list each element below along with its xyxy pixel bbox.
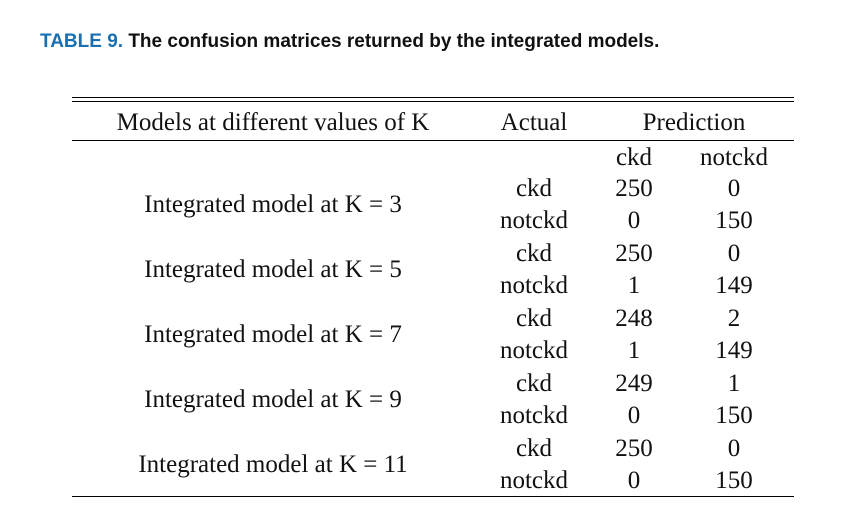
top-rule-1 — [72, 97, 794, 98]
table-caption-text: The confusion matrices returned by the i… — [128, 31, 660, 52]
predicted-notckd-value: 2 — [727, 305, 741, 332]
predicted-ckd-value: 1 — [627, 337, 641, 364]
predicted-notckd-value: 150 — [715, 207, 753, 234]
predicted-ckd-value: 250 — [615, 435, 653, 462]
actual-label: notckd — [499, 272, 569, 299]
top-rule-2 — [72, 101, 794, 102]
actual-label: ckd — [515, 240, 553, 267]
predicted-notckd-value: 149 — [715, 337, 753, 364]
predicted-notckd-value: 150 — [715, 467, 753, 494]
predicted-ckd-value: 0 — [627, 467, 641, 494]
predicted-notckd-value: 0 — [727, 175, 741, 202]
predicted-ckd-value: 250 — [615, 175, 653, 202]
predicted-ckd-value: 1 — [627, 272, 641, 299]
subheader-ckd: ckd — [615, 144, 653, 171]
actual-label: notckd — [499, 337, 569, 364]
model-label: Integrated model at K = 3 — [144, 191, 402, 218]
actual-label: notckd — [499, 467, 569, 494]
actual-label: ckd — [515, 305, 553, 332]
actual-label: ckd — [515, 370, 553, 397]
model-label: Integrated model at K = 7 — [144, 321, 402, 348]
predicted-notckd-value: 1 — [727, 370, 741, 397]
actual-label: ckd — [515, 175, 553, 202]
actual-label: notckd — [499, 402, 569, 429]
model-label: Integrated model at K = 11 — [138, 451, 408, 478]
header-models: Models at different values of K — [116, 109, 430, 136]
model-label: Integrated model at K = 5 — [144, 256, 402, 283]
table-caption: TABLE 9. The confusion matrices returned… — [40, 31, 659, 53]
actual-label: ckd — [515, 435, 553, 462]
predicted-ckd-value: 0 — [627, 207, 641, 234]
predicted-ckd-value: 250 — [615, 240, 653, 267]
predicted-notckd-value: 150 — [715, 402, 753, 429]
bottom-rule — [72, 496, 794, 497]
predicted-ckd-value: 248 — [615, 305, 653, 332]
predicted-ckd-value: 249 — [615, 370, 653, 397]
header-rule — [72, 140, 794, 141]
predicted-notckd-value: 149 — [715, 272, 753, 299]
predicted-notckd-value: 0 — [727, 240, 741, 267]
table-number: TABLE 9. — [40, 31, 124, 52]
subheader-notckd: notckd — [699, 144, 769, 171]
header-prediction: Prediction — [642, 109, 746, 136]
header-actual: Actual — [500, 109, 568, 136]
predicted-notckd-value: 0 — [727, 435, 741, 462]
actual-label: notckd — [499, 207, 569, 234]
model-label: Integrated model at K = 9 — [144, 386, 402, 413]
predicted-ckd-value: 0 — [627, 402, 641, 429]
